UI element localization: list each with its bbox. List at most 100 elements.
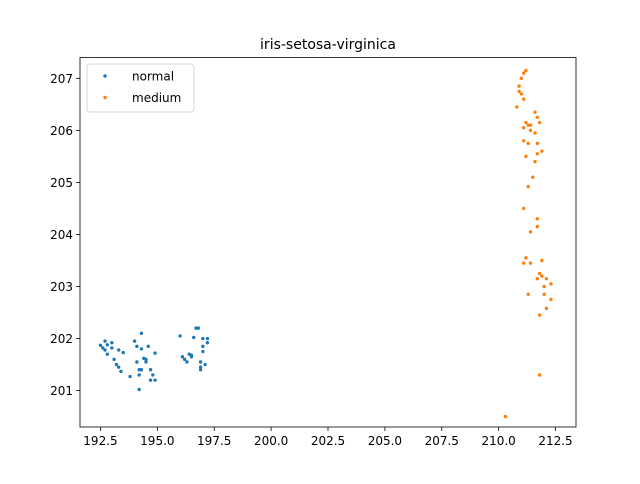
data-point-medium	[519, 76, 524, 81]
data-point-normal	[103, 348, 107, 352]
y-tick-label: 203	[50, 280, 73, 294]
data-point-normal	[128, 374, 132, 379]
x-axis: 192.5 195.0 197.5 200.0 202.5 205.0 207.5 210.0…	[83, 427, 573, 448]
data-point-normal	[178, 334, 182, 338]
data-point-normal	[114, 362, 119, 367]
data-point-normal	[110, 340, 114, 345]
data-point-normal	[185, 360, 189, 364]
data-point-medium	[537, 373, 542, 377]
data-point-normal	[203, 362, 207, 367]
x-tick-label: 207.5	[425, 434, 459, 448]
data-point-medium	[535, 224, 540, 229]
x-tick-label: 202.5	[311, 434, 345, 448]
data-point-medium	[526, 141, 530, 146]
data-point-medium	[542, 292, 546, 296]
x-tick-label: 197.5	[197, 434, 231, 448]
data-point-normal	[189, 353, 194, 357]
data-point-medium	[521, 139, 526, 143]
y-tick-label: 202	[50, 332, 73, 346]
legend-label-medium: medium	[132, 91, 181, 105]
chart-title: iris-setosa-virginica	[260, 37, 396, 53]
data-point-medium	[524, 154, 528, 159]
data-point-medium	[549, 297, 553, 302]
legend-label-normal: normal	[132, 70, 174, 84]
data-point-normal	[144, 357, 148, 362]
x-tick-label: 210.0	[481, 434, 515, 448]
legend-marker-normal	[103, 74, 107, 78]
y-tick-label: 201	[50, 384, 73, 398]
data-point-normal	[201, 349, 205, 354]
data-point-medium	[540, 258, 544, 263]
data-point-medium	[531, 175, 535, 179]
data-point-normal	[192, 335, 196, 340]
data-point-medium	[519, 92, 524, 96]
data-point-normal	[201, 336, 205, 341]
data-point-normal	[153, 351, 157, 355]
data-point-medium	[533, 159, 537, 164]
data-point-medium	[517, 84, 521, 88]
data-point-medium	[526, 184, 530, 189]
y-axis: 201 202 203 204 205 206 207	[50, 72, 80, 398]
data-point-medium	[540, 274, 544, 278]
data-point-normal	[180, 355, 185, 359]
data-point-normal	[103, 339, 107, 343]
data-points	[98, 68, 553, 419]
data-point-normal	[144, 360, 148, 364]
data-point-medium	[528, 261, 533, 265]
data-point-medium	[517, 89, 521, 94]
data-point-normal	[137, 387, 141, 392]
legend-marker-medium	[103, 95, 107, 100]
plot-frame	[79, 57, 577, 428]
data-point-normal	[148, 368, 153, 372]
data-point-medium	[533, 110, 537, 114]
legend: normal medium	[86, 63, 195, 113]
data-point-normal	[121, 350, 125, 355]
data-point-medium	[526, 292, 530, 296]
data-point-medium	[521, 206, 526, 211]
data-point-normal	[205, 336, 210, 341]
data-point-normal	[198, 365, 203, 369]
data-point-medium	[540, 149, 544, 153]
x-tick-label: 212.5	[538, 434, 572, 448]
y-tick-label: 207	[50, 72, 73, 86]
data-point-medium	[535, 276, 540, 281]
data-point-normal	[135, 360, 139, 364]
data-point-normal	[198, 368, 203, 372]
data-point-normal	[105, 352, 110, 356]
data-point-normal	[196, 326, 201, 330]
x-tick-label: 205.0	[368, 434, 402, 448]
y-tick-label: 205	[50, 176, 73, 190]
data-point-medium	[533, 131, 537, 135]
x-tick-label: 192.5	[83, 434, 117, 448]
y-tick-label: 204	[50, 228, 73, 242]
data-point-normal	[182, 357, 187, 362]
x-tick-label: 195.0	[140, 434, 174, 448]
data-point-medium	[521, 71, 526, 75]
data-point-medium	[544, 276, 549, 281]
data-point-normal	[98, 343, 103, 347]
x-tick-label: 200.0	[254, 434, 288, 448]
data-point-medium	[503, 414, 508, 419]
data-point-normal	[105, 343, 110, 347]
data-point-normal	[132, 339, 137, 343]
data-point-medium	[535, 115, 540, 120]
data-point-medium	[549, 282, 553, 286]
data-point-medium	[542, 284, 546, 289]
data-point-medium	[528, 230, 533, 234]
data-point-normal	[137, 373, 141, 377]
data-point-medium	[521, 126, 526, 130]
data-point-medium	[524, 68, 528, 73]
data-point-medium	[528, 128, 533, 133]
data-point-normal	[153, 378, 157, 382]
data-point-normal	[139, 347, 144, 351]
y-tick-label: 206	[50, 124, 73, 138]
data-point-medium	[515, 105, 519, 109]
data-point-normal	[151, 373, 155, 377]
data-point-medium	[535, 152, 540, 156]
data-point-normal	[146, 344, 150, 349]
data-point-normal	[139, 331, 144, 336]
data-point-medium	[521, 97, 526, 101]
data-point-medium	[521, 261, 526, 265]
